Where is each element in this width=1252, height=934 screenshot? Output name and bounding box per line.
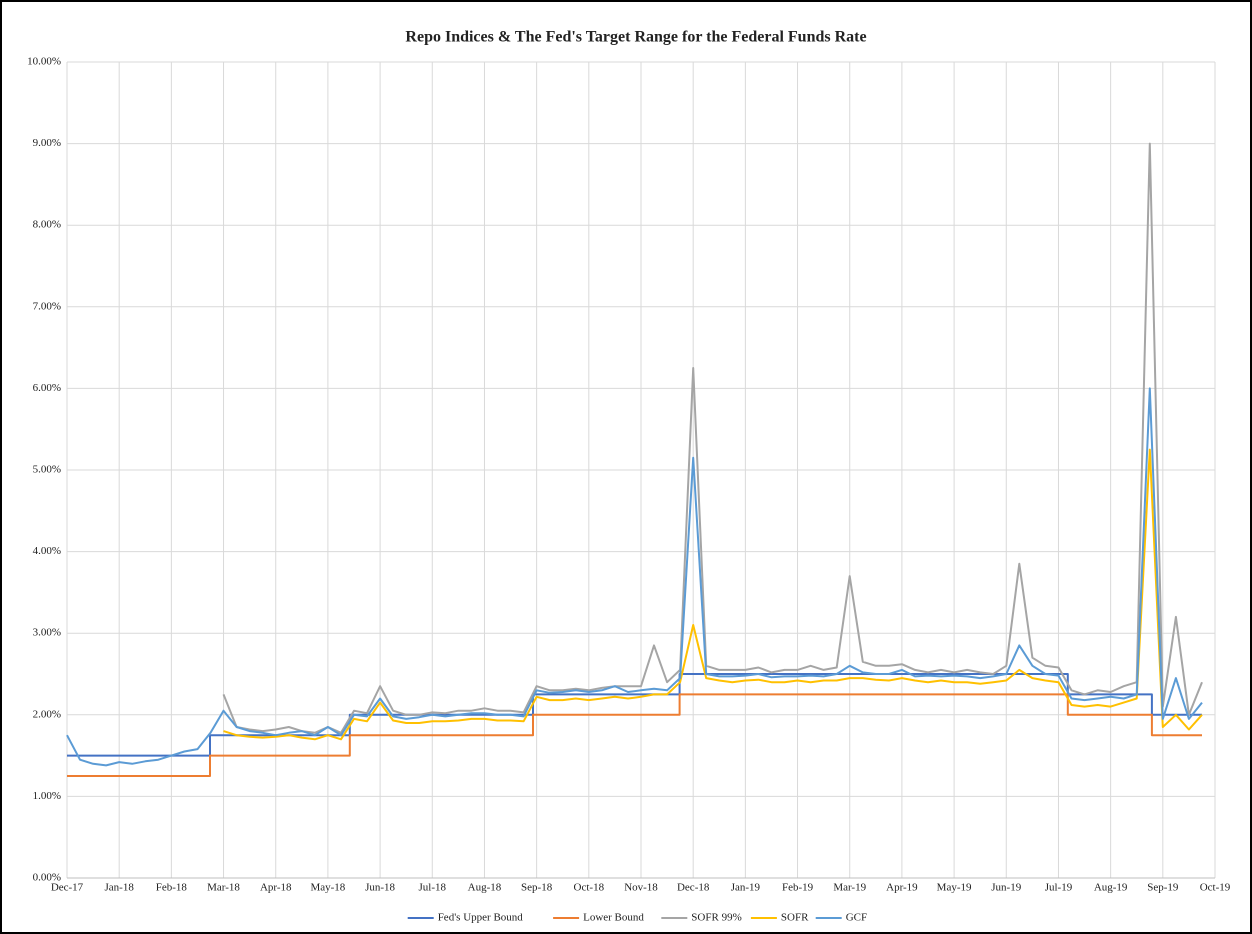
y-tick-label: 1.00% (33, 790, 61, 802)
x-tick-label: Jun-18 (365, 882, 395, 894)
series-line (67, 693, 1202, 777)
x-tick-label: Apr-19 (886, 882, 918, 894)
x-tick-label: Aug-19 (1094, 882, 1128, 894)
y-tick-label: 0.00% (33, 872, 61, 884)
legend-label: Fed's Upper Bound (438, 912, 524, 924)
x-tick-label: Jan-19 (731, 882, 761, 894)
x-tick-label: Sep-18 (521, 882, 553, 894)
y-tick-label: 3.00% (33, 627, 61, 639)
x-tick-label: Jul-19 (1045, 882, 1073, 894)
y-tick-label: 6.00% (33, 382, 61, 394)
y-tick-label: 9.00% (33, 137, 61, 149)
y-tick-label: 10.00% (27, 56, 61, 68)
y-tick-label: 8.00% (33, 219, 61, 231)
x-tick-label: Sep-19 (1147, 882, 1179, 894)
x-tick-label: Oct-19 (1200, 882, 1231, 894)
x-tick-label: Aug-18 (468, 882, 502, 894)
chart-title: Repo Indices & The Fed's Target Range fo… (405, 29, 866, 46)
legend-label: SOFR (781, 912, 809, 924)
legend-label: Lower Bound (583, 912, 644, 924)
y-tick-label: 7.00% (33, 300, 61, 312)
y-tick-label: 2.00% (33, 708, 61, 720)
x-tick-label: May-19 (937, 882, 972, 894)
x-tick-label: Jun-19 (991, 882, 1021, 894)
legend-label: GCF (846, 912, 867, 924)
y-tick-label: 5.00% (33, 464, 61, 476)
x-tick-label: Apr-18 (260, 882, 292, 894)
x-tick-label: Nov-18 (624, 882, 658, 894)
x-tick-label: Oct-18 (574, 882, 605, 894)
x-tick-label: Mar-19 (833, 882, 866, 894)
x-tick-label: Feb-18 (156, 882, 188, 894)
x-tick-label: May-18 (310, 882, 345, 894)
series-line (222, 142, 1203, 734)
x-tick-label: Dec-18 (677, 882, 710, 894)
y-tick-label: 4.00% (33, 545, 61, 557)
x-tick-label: Mar-18 (207, 882, 240, 894)
x-tick-label: Jul-18 (419, 882, 447, 894)
x-tick-label: Dec-17 (51, 882, 84, 894)
legend-label: SOFR 99% (691, 912, 741, 924)
series-line (66, 387, 1203, 767)
x-tick-label: Feb-19 (782, 882, 814, 894)
x-tick-label: Jan-18 (105, 882, 135, 894)
series-line (223, 448, 1203, 741)
